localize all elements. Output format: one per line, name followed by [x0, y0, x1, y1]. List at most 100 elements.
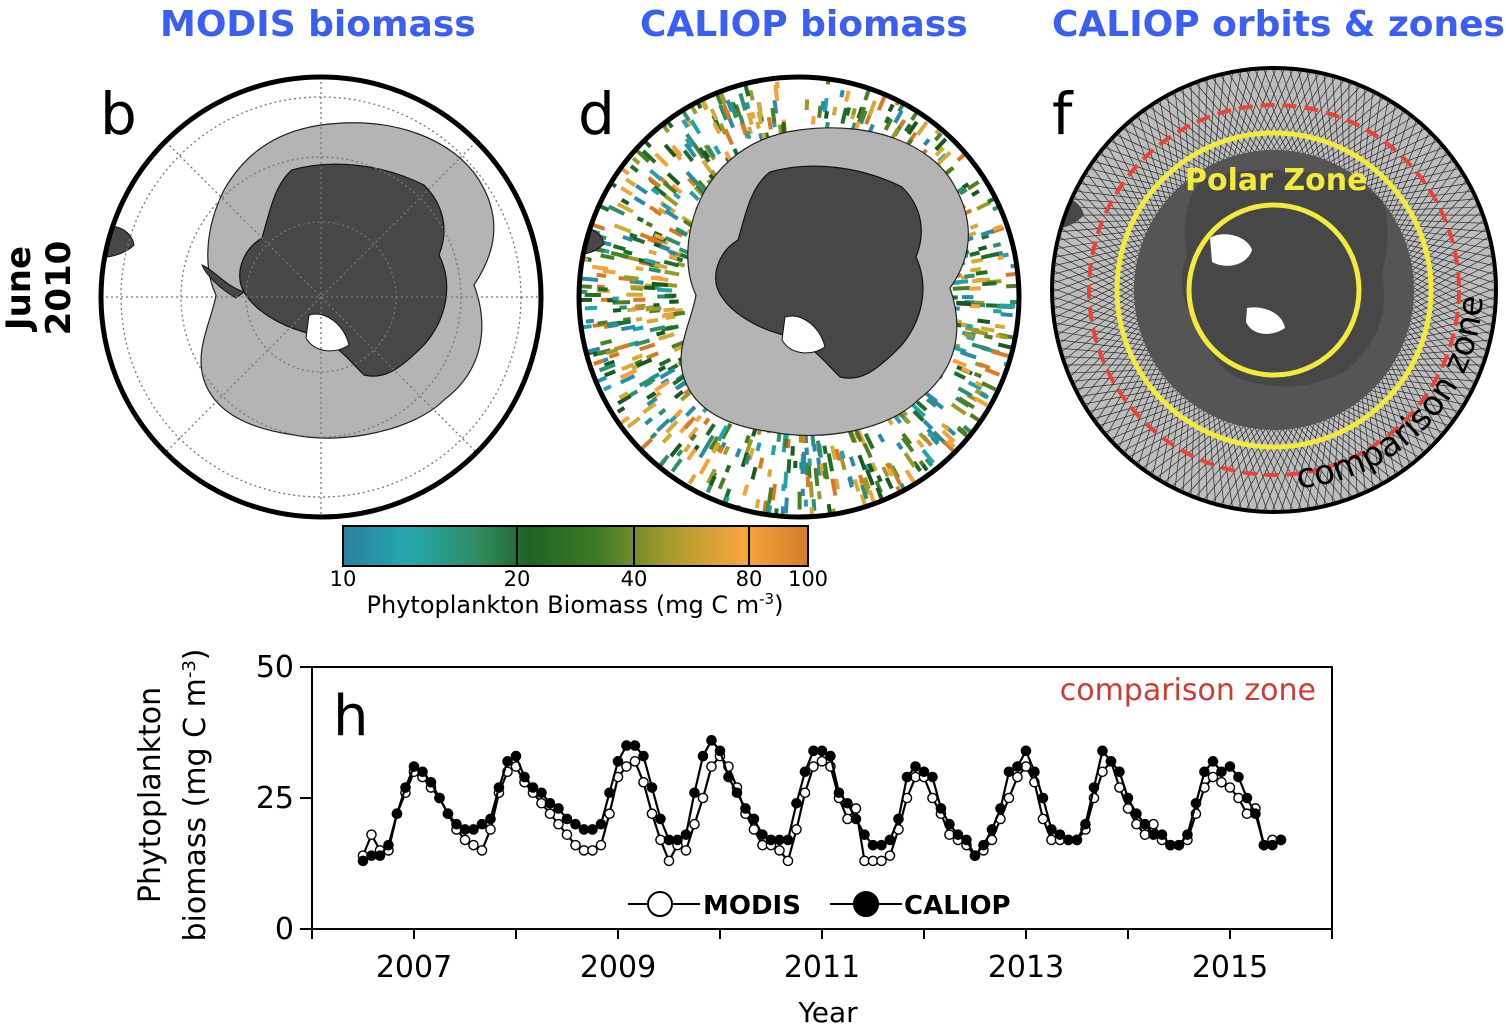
data-point-caliop [1030, 767, 1039, 776]
data-point-caliop [860, 830, 869, 839]
data-point-caliop [877, 841, 886, 850]
data-point-caliop [545, 799, 554, 808]
data-point-caliop [885, 835, 894, 844]
data-point-caliop [681, 830, 690, 839]
series-lines [358, 736, 1285, 866]
data-point-caliop [987, 825, 996, 834]
legend-marker-modis [648, 892, 672, 916]
data-point-caliop [1140, 820, 1149, 829]
data-point-modis [622, 762, 631, 771]
data-point-caliop [554, 804, 563, 813]
data-point-caliop [1081, 820, 1090, 829]
data-point-modis [647, 809, 656, 818]
data-point-modis [877, 856, 886, 865]
data-point-caliop [1047, 825, 1056, 834]
polar-zone-label: Polar Zone [1185, 163, 1367, 198]
data-point-caliop [953, 830, 962, 839]
data-point-caliop [630, 741, 639, 750]
data-point-modis [554, 820, 563, 829]
data-point-caliop [528, 783, 537, 792]
y-tick-label: 0 [275, 912, 294, 947]
data-point-caliop [843, 799, 852, 808]
panel-label-h: h [333, 684, 369, 749]
data-point-caliop [392, 809, 401, 818]
data-point-caliop [613, 757, 622, 766]
data-point-caliop [741, 804, 750, 813]
data-point-caliop [1174, 841, 1183, 850]
data-point-modis [367, 830, 376, 839]
data-point-caliop [571, 820, 580, 829]
x-axis-label: Year [797, 996, 858, 1026]
data-point-caliop [834, 788, 843, 797]
data-point-caliop [605, 788, 614, 797]
data-point-caliop [715, 746, 724, 755]
data-point-modis [596, 841, 605, 850]
data-point-caliop [494, 783, 503, 792]
data-point-caliop [962, 835, 971, 844]
data-point-caliop [1191, 799, 1200, 808]
biomass-time-series-chart: Phytoplankton biomass (mg C m-3) 0 25 50 2… [0, 640, 1506, 1026]
legend: MODIS CALIOP [628, 891, 1011, 921]
data-point-caliop [945, 820, 954, 829]
colorbar-tick-100: 100 [788, 567, 828, 591]
colorbar-tick-10: 10 [330, 567, 357, 591]
y-axis-label-line1: Phytoplankton [133, 687, 168, 903]
data-point-caliop [435, 793, 444, 802]
data-point-modis [809, 762, 818, 771]
series-line-modis [363, 756, 1281, 861]
colorbar-tick-40: 40 [621, 567, 648, 591]
data-point-caliop [673, 835, 682, 844]
y-tick-label: 25 [256, 781, 294, 816]
data-point-caliop [1106, 757, 1115, 766]
data-point-modis [1208, 772, 1217, 781]
data-point-caliop [1242, 793, 1251, 802]
data-point-modis [630, 757, 639, 766]
comparison-zone-annotation: comparison zone [1060, 673, 1316, 708]
data-point-caliop [1132, 809, 1141, 818]
data-point-caliop [503, 757, 512, 766]
data-point-caliop [1234, 772, 1243, 781]
colorbar-tick-80: 80 [736, 567, 763, 591]
x-tick-label: 2007 [376, 950, 452, 985]
data-point-caliop [792, 799, 801, 808]
data-point-caliop [800, 767, 809, 776]
data-point-caliop [996, 804, 1005, 813]
data-point-modis [605, 809, 614, 818]
data-point-caliop [418, 767, 427, 776]
data-point-caliop [1276, 835, 1285, 844]
data-point-modis [690, 820, 699, 829]
data-point-modis [460, 835, 469, 844]
data-point-caliop [928, 772, 937, 781]
modis-map [94, 70, 548, 524]
data-point-modis [1217, 778, 1226, 787]
data-point-modis [545, 809, 554, 818]
data-point-caliop [911, 762, 920, 771]
x-axis: 2007 2009 2011 2013 2015 [312, 929, 1332, 985]
data-point-caliop [656, 814, 665, 823]
panel-label-d: d [578, 80, 615, 148]
data-point-caliop [1183, 830, 1192, 839]
data-point-caliop [1013, 762, 1022, 771]
data-point-modis [783, 856, 792, 865]
data-point-modis [571, 841, 580, 850]
colorbar-tick-20: 20 [504, 567, 531, 591]
data-point-caliop [511, 751, 520, 760]
data-point-caliop [970, 851, 979, 860]
data-point-caliop [486, 814, 495, 823]
data-point-caliop [401, 783, 410, 792]
data-point-caliop [1123, 793, 1132, 802]
data-point-caliop [1038, 793, 1047, 802]
data-point-caliop [1072, 835, 1081, 844]
data-point-caliop [724, 772, 733, 781]
data-point-caliop [1098, 746, 1107, 755]
x-tick-label: 2009 [580, 950, 656, 985]
y-axis-label-line2: biomass (mg C m-3) [178, 648, 213, 941]
legend-label-modis: MODIS [703, 891, 801, 921]
data-point-caliop [647, 783, 656, 792]
legend-label-caliop: CALIOP [904, 891, 1011, 921]
orbits-map: Polar Zone comparison zone [1042, 50, 1506, 520]
data-point-modis [681, 846, 690, 855]
data-point-caliop [469, 825, 478, 834]
data-point-modis [698, 793, 707, 802]
panel-label-f: f [1052, 80, 1072, 148]
